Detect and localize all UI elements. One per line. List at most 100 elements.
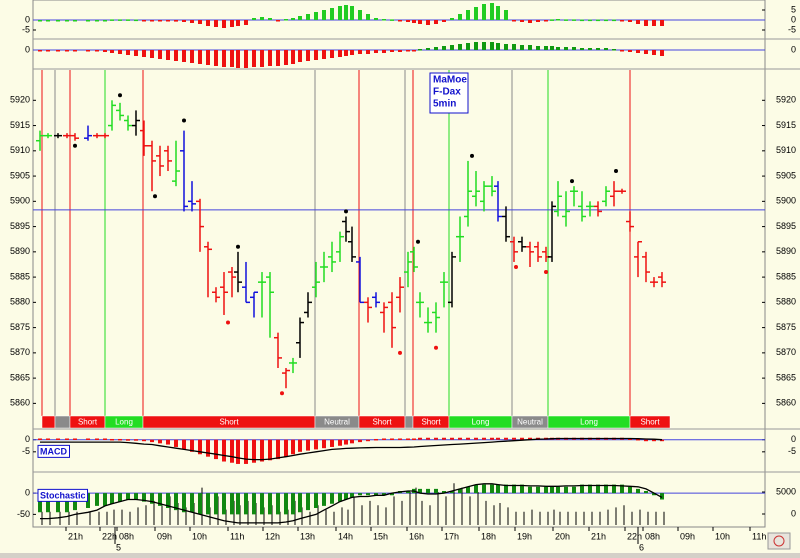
signal-dot [416,239,420,244]
histogram-bar [366,14,370,20]
histogram-bar [564,19,568,21]
y-tick-label: 5885 [10,271,30,281]
plot-frame [32,0,766,528]
histogram-bar [95,438,99,440]
signal-dot [398,350,402,355]
x-tick-label: 14h [338,531,353,541]
histogram-bar [596,484,600,494]
y2-tick-label: 5915 [776,120,796,130]
histogram-bar [496,437,500,440]
histogram-bar [536,46,540,50]
histogram-bar [504,10,508,20]
histogram-bar [174,20,178,22]
signal-label: Neutral [517,418,543,427]
histogram-bar [390,50,394,52]
histogram-bar [306,493,310,511]
y-tick-label: 5890 [10,246,30,256]
signal-dot [544,270,548,275]
histogram-bar [291,18,295,20]
histogram-bar [330,50,334,58]
histogram-bar [174,439,178,447]
histogram-bar [118,19,122,21]
histogram-bar [56,50,60,52]
x-tick-label: 15h [373,531,388,541]
histogram-bar [230,50,234,67]
histogram-bar [564,486,568,494]
signal-dot [182,118,186,123]
histogram-bar [620,50,624,52]
histogram-bar [442,20,446,22]
histogram-bar [338,50,342,57]
histogram-bar [350,50,354,55]
histogram-bar [56,438,60,440]
histogram-bar [110,19,114,21]
histogram-bar [382,19,386,21]
histogram-bar [344,439,348,445]
histogram-bar [182,20,186,22]
histogram-bar [182,439,186,450]
histogram-bar [474,7,478,20]
histogram-bar [520,484,524,494]
x-tick-label: 08h [119,531,134,541]
histogram-bar [406,491,410,494]
signal-label: Neutral [324,418,350,427]
histogram-bar [214,20,218,27]
panel-label: Stochastic [40,490,86,500]
histogram-bar [652,439,656,442]
histogram-bar [544,20,548,22]
histogram-bar [628,486,632,494]
day-label: 6 [639,542,644,552]
histogram-bar [490,42,494,50]
histogram-bar [38,438,42,440]
histogram-bar [298,50,302,62]
y-tick-label: 5915 [10,120,30,130]
histogram-bar [512,44,516,50]
histogram-bar [298,16,302,20]
panel-label-box [37,444,70,458]
signal-dot [280,391,284,396]
histogram-bar [222,20,226,28]
histogram-bar [496,43,500,50]
histogram-bar [73,20,77,22]
histogram-bar [110,50,114,53]
histogram-bar [236,493,240,515]
y-tick-label: 5860 [10,398,30,408]
histogram-bar [291,439,295,455]
histogram-bar [150,20,154,22]
histogram-bar [306,50,310,61]
histogram-bar [38,50,42,52]
signal-dot [470,153,474,158]
histogram-bar [284,50,288,65]
histogram-bar [512,20,516,22]
histogram-bar [550,486,554,494]
histogram-bar [426,437,430,440]
histogram-bar [426,48,430,50]
histogram-bar [556,47,560,50]
y2-tick-label: 5000 [776,486,796,496]
histogram-bar [490,3,494,20]
histogram-bar [268,50,272,66]
histogram-bar [56,493,60,513]
histogram-bar [636,488,640,494]
histogram-bar [644,491,648,494]
histogram-bar [580,48,584,50]
y2-tick-label: 0 [791,434,796,444]
histogram-bar [46,493,50,513]
y2-tick-label: 5865 [776,372,796,382]
y2-tick-label: 5895 [776,221,796,231]
status-icon[interactable] [767,532,791,550]
histogram-bar [126,50,130,55]
histogram-bar [412,438,416,440]
histogram-bar [236,20,240,26]
histogram-bar [260,493,264,515]
y2-tick-label: 5870 [776,347,796,357]
histogram-bar [230,439,234,463]
y2-tick-label: 5920 [776,95,796,105]
y-tick-label: 5910 [10,145,30,155]
histogram-bar [520,437,524,440]
histogram-bar [322,493,326,506]
histogram-bar [398,50,402,52]
histogram-bar [536,486,540,494]
y2-tick-label: 5885 [776,271,796,281]
